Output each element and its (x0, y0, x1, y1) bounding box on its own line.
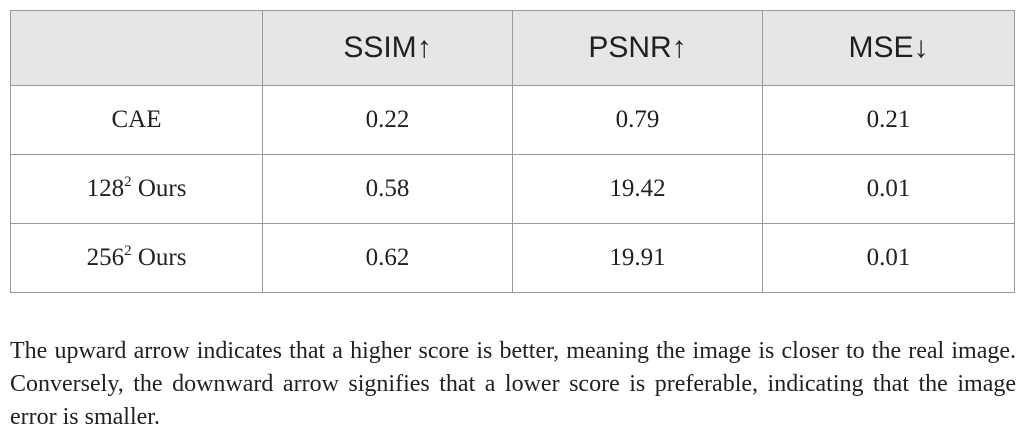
mse-cell: 0.01 (762, 154, 1015, 224)
method-superscript: 2 (124, 174, 132, 190)
method-suffix: Ours (131, 244, 187, 271)
table-row: 2562 Ours 0.62 19.91 0.01 (10, 223, 1015, 293)
ssim-cell: 0.62 (262, 223, 513, 293)
psnr-cell: 19.91 (512, 223, 763, 293)
method-cell: CAE (10, 85, 263, 155)
psnr-cell: 0.79 (512, 85, 763, 155)
method-name: CAE (111, 106, 162, 133)
psnr-cell: 19.42 (512, 154, 763, 224)
header-empty-cell (10, 10, 263, 86)
method-cell: 2562 Ours (10, 223, 263, 293)
mse-cell: 0.21 (762, 85, 1015, 155)
header-psnr: PSNR↑ (512, 10, 763, 86)
table-body: CAE 0.22 0.79 0.21 1282 Ours 0.58 19.42 … (10, 85, 1015, 293)
results-table: SSIM↑ PSNR↑ MSE↓ CAE 0.22 0.79 0.21 1282… (10, 10, 1015, 293)
method-suffix: Ours (131, 175, 187, 202)
mse-cell: 0.01 (762, 223, 1015, 293)
results-table-container: SSIM↑ PSNR↑ MSE↓ CAE 0.22 0.79 0.21 1282… (10, 10, 1015, 293)
method-name: 256 (86, 244, 125, 271)
table-footnote: The upward arrow indicates that a higher… (10, 338, 1016, 430)
header-mse: MSE↓ (762, 10, 1015, 86)
method-cell: 1282 Ours (10, 154, 263, 224)
ssim-cell: 0.58 (262, 154, 513, 224)
header-row: SSIM↑ PSNR↑ MSE↓ (10, 10, 1015, 86)
header-ssim: SSIM↑ (262, 10, 513, 86)
table-header: SSIM↑ PSNR↑ MSE↓ (10, 10, 1015, 86)
ssim-cell: 0.22 (262, 85, 513, 155)
method-superscript: 2 (124, 243, 132, 259)
method-name: 128 (86, 175, 125, 202)
table-row: 1282 Ours 0.58 19.42 0.01 (10, 154, 1015, 224)
table-row: CAE 0.22 0.79 0.21 (10, 85, 1015, 155)
